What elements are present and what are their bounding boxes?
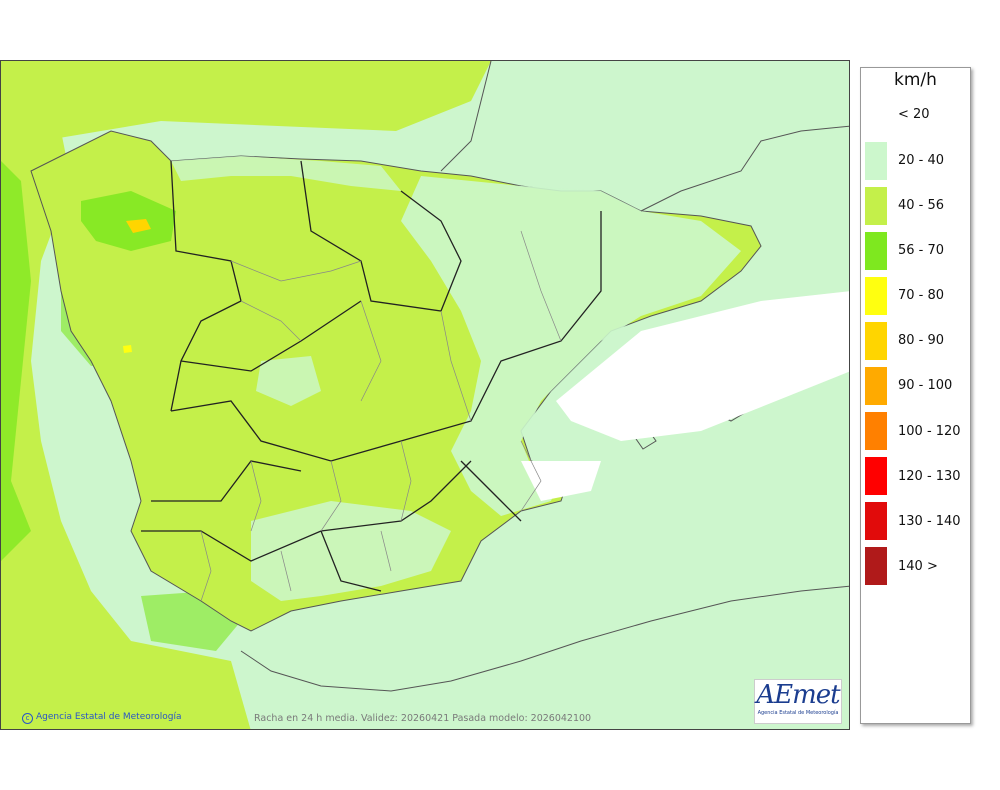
legend-swatch	[865, 142, 887, 180]
legend-label: 70 - 80	[898, 288, 945, 303]
legend-label: < 20	[898, 107, 930, 122]
legend-swatch	[865, 232, 887, 270]
legend-swatch	[865, 277, 887, 315]
legend-swatch	[865, 187, 887, 225]
legend-label: 20 - 40	[898, 153, 945, 168]
center-calm-patch	[256, 356, 321, 406]
legend-label: 40 - 56	[898, 198, 945, 213]
legend-label: 120 - 130	[898, 469, 961, 484]
copyright-text: Agencia Estatal de Meteorología	[36, 712, 182, 722]
logo-mark: AEmet	[756, 680, 840, 710]
legend-label: 56 - 70	[898, 243, 945, 258]
wind-legend: km/h < 20 20 - 40 40 - 56 56 - 70 70 - 8…	[860, 67, 971, 724]
france-coast	[440, 61, 849, 212]
legend-swatch	[865, 412, 887, 450]
galicia-peak	[126, 219, 151, 233]
east-white-patch	[521, 461, 601, 501]
atlantic-strong-zone	[1, 161, 31, 561]
legend-swatch	[865, 97, 887, 135]
legend-label: 90 - 100	[898, 378, 953, 393]
legend-unit: km/h	[894, 70, 937, 90]
mediterranean-calm-area	[556, 291, 849, 441]
north-africa-coast	[240, 585, 849, 692]
east-calm-zone	[401, 176, 741, 516]
portugal-peak	[123, 345, 132, 353]
logo-subtitle: Agencia Estatal de Meteorología	[757, 710, 839, 716]
map-canvas	[1, 61, 849, 729]
legend-swatch	[865, 457, 887, 495]
legend-swatch	[865, 502, 887, 540]
south-calm-zone	[251, 501, 451, 601]
legend-swatch	[865, 322, 887, 360]
legend-swatch	[865, 367, 887, 405]
atlantic-wind-zone	[1, 61, 491, 141]
model-caption: Racha en 24 h media. Validez: 20260421 P…	[254, 713, 592, 724]
aemet-logo: AEmet Agencia Estatal de Meteorología	[754, 679, 842, 724]
wind-gust-map	[0, 60, 850, 730]
copyright-notice: c Agencia Estatal de Meteorología	[22, 712, 182, 724]
north-calm-zone	[171, 156, 401, 191]
atlantic-west-zone	[1, 121, 251, 729]
legend-label: 80 - 90	[898, 333, 945, 348]
copyright-icon: c	[22, 713, 33, 724]
legend-swatch	[865, 547, 887, 585]
legend-label: 140 >	[898, 559, 938, 574]
legend-label: 130 - 140	[898, 514, 961, 529]
province-borders	[200, 230, 562, 602]
legend-label: 100 - 120	[898, 424, 961, 439]
